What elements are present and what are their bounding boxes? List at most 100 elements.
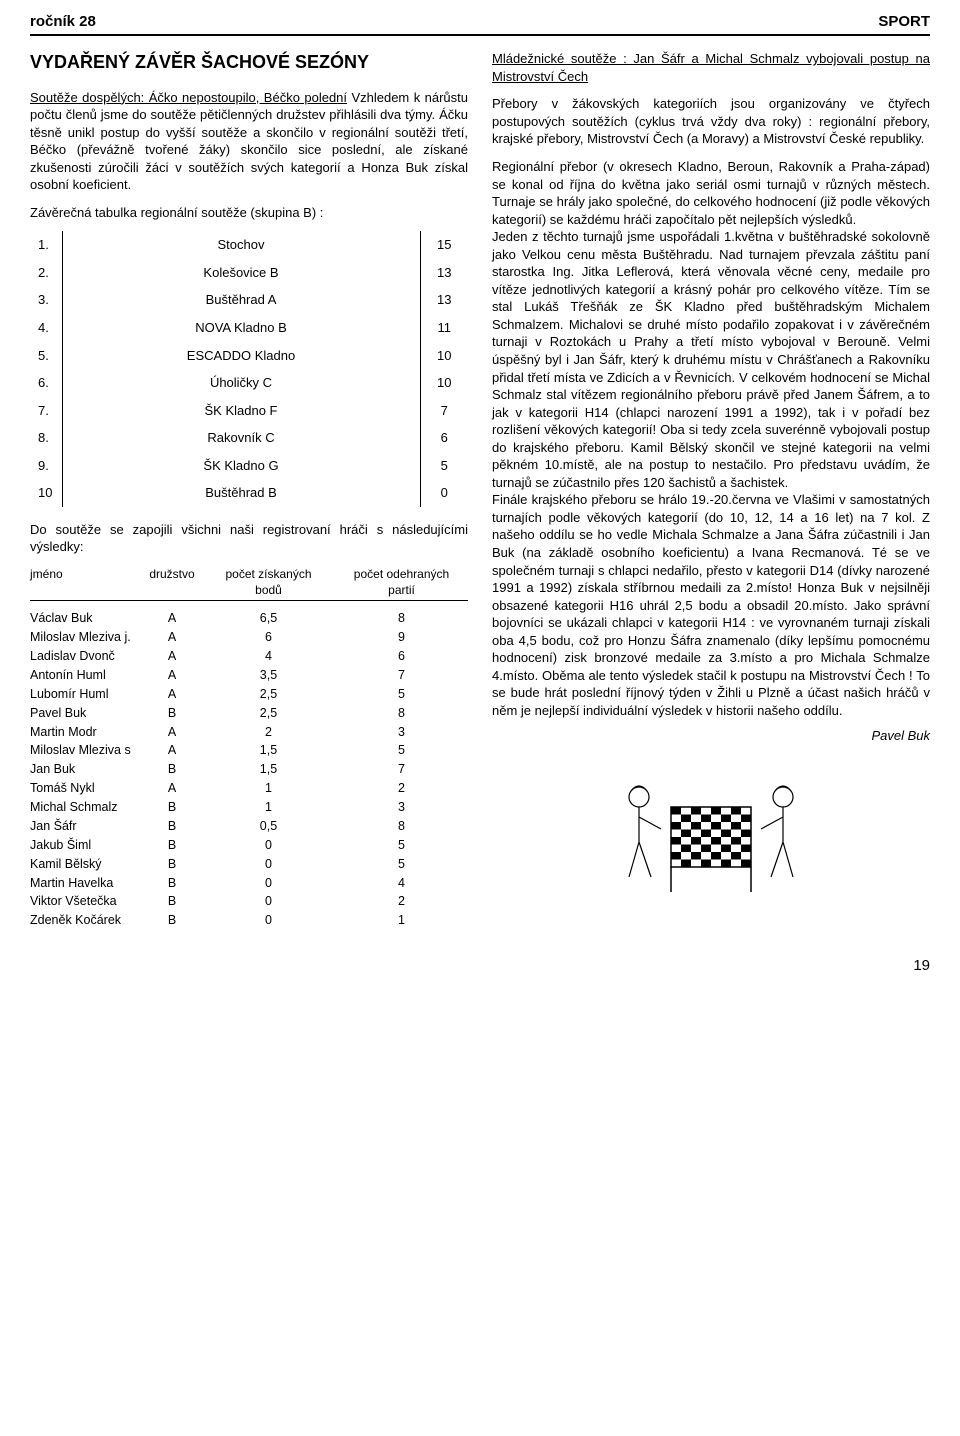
table-row: 3.Buštěhrad A13 <box>30 286 468 314</box>
player-games: 8 <box>335 705 468 722</box>
player-team: A <box>142 667 202 684</box>
results-row: Jan ŠáfrB0,58 <box>30 817 468 836</box>
table-row: 9.ŠK Kladno G5 <box>30 452 468 480</box>
player-games: 8 <box>335 818 468 835</box>
player-games: 9 <box>335 629 468 646</box>
results-row: Viktor VšetečkaB02 <box>30 892 468 911</box>
player-points: 2 <box>202 724 335 741</box>
player-points: 2,5 <box>202 686 335 703</box>
results-row: Miloslav Mleziva sA1,55 <box>30 741 468 760</box>
player-team: B <box>142 705 202 722</box>
team-cell: ESCADDO Kladno <box>62 342 420 370</box>
player-points: 3,5 <box>202 667 335 684</box>
team-cell: ŠK Kladno F <box>62 397 420 425</box>
player-points: 4 <box>202 648 335 665</box>
pts-cell: 15 <box>420 231 468 259</box>
header-left: ročník 28 <box>30 12 96 32</box>
player-team: A <box>142 610 202 627</box>
page-number: 19 <box>30 956 930 976</box>
table-row: 7.ŠK Kladno F7 <box>30 397 468 425</box>
player-team: B <box>142 837 202 854</box>
player-games: 5 <box>335 837 468 854</box>
pts-cell: 13 <box>420 286 468 314</box>
player-games: 2 <box>335 780 468 797</box>
pos-cell: 10 <box>30 479 62 507</box>
standings-table: 1.Stochov152.Kolešovice B133.Buštěhrad A… <box>30 231 468 506</box>
player-team: A <box>142 742 202 759</box>
pos-cell: 7. <box>30 397 62 425</box>
player-name: Miloslav Mleziva s <box>30 742 142 759</box>
player-team: A <box>142 686 202 703</box>
player-games: 1 <box>335 912 468 929</box>
player-games: 4 <box>335 875 468 892</box>
player-name: Viktor Všetečka <box>30 893 142 910</box>
player-team: B <box>142 912 202 929</box>
player-points: 0 <box>202 837 335 854</box>
rh-team: družstvo <box>142 566 202 598</box>
player-points: 0 <box>202 856 335 873</box>
player-points: 2,5 <box>202 705 335 722</box>
player-points: 0,5 <box>202 818 335 835</box>
pos-cell: 1. <box>30 231 62 259</box>
results-row: Jakub ŠimlB05 <box>30 836 468 855</box>
table-row: 5.ESCADDO Kladno10 <box>30 342 468 370</box>
player-name: Martin Modr <box>30 724 142 741</box>
player-points: 1 <box>202 780 335 797</box>
table-intro: Závěrečná tabulka regionální soutěže (sk… <box>30 204 468 222</box>
results-row: Miloslav Mleziva j.A69 <box>30 628 468 647</box>
pts-cell: 7 <box>420 397 468 425</box>
results-intro: Do soutěže se zapojili všichni naši regi… <box>30 521 468 556</box>
player-name: Tomáš Nykl <box>30 780 142 797</box>
results-row: Antonín HumlA3,57 <box>30 666 468 685</box>
player-points: 6 <box>202 629 335 646</box>
team-cell: Stochov <box>62 231 420 259</box>
article-title: VYDAŘENÝ ZÁVĚR ŠACHOVÉ SEZÓNY <box>30 50 468 74</box>
table-row: 6.Úholičky C10 <box>30 369 468 397</box>
pts-cell: 0 <box>420 479 468 507</box>
pts-cell: 6 <box>420 424 468 452</box>
player-name: Antonín Huml <box>30 667 142 684</box>
player-games: 7 <box>335 667 468 684</box>
player-name: Zdeněk Kočárek <box>30 912 142 929</box>
results-row: Václav BukA6,58 <box>30 609 468 628</box>
results-list: Václav BukA6,58Miloslav Mleziva j.A69Lad… <box>30 609 468 930</box>
results-row: Kamil BělskýB05 <box>30 855 468 874</box>
page-header: ročník 28 SPORT <box>30 12 930 36</box>
table-row: 8.Rakovník C6 <box>30 424 468 452</box>
player-games: 8 <box>335 610 468 627</box>
player-name: Miloslav Mleziva j. <box>30 629 142 646</box>
player-games: 7 <box>335 761 468 778</box>
player-team: B <box>142 856 202 873</box>
results-header: jméno družstvo počet získaných bodů poče… <box>30 566 468 601</box>
intro-underline: Soutěže dospělých: Áčko nepostoupilo, Bé… <box>30 90 347 105</box>
player-team: B <box>142 799 202 816</box>
left-column: VYDAŘENÝ ZÁVĚR ŠACHOVÉ SEZÓNY Soutěže do… <box>30 50 468 930</box>
pts-cell: 10 <box>420 369 468 397</box>
pos-cell: 6. <box>30 369 62 397</box>
team-cell: Buštěhrad A <box>62 286 420 314</box>
results-row: Martin ModrA23 <box>30 723 468 742</box>
rh-points: počet získaných bodů <box>202 566 335 598</box>
header-right: SPORT <box>878 12 930 32</box>
results-row: Michal SchmalzB13 <box>30 798 468 817</box>
results-row: Zdeněk KočárekB01 <box>30 911 468 930</box>
player-team: B <box>142 761 202 778</box>
player-name: Martin Havelka <box>30 875 142 892</box>
player-name: Pavel Buk <box>30 705 142 722</box>
right-column: Mládežnické soutěže : Jan Šáfr a Michal … <box>492 50 930 930</box>
player-points: 0 <box>202 912 335 929</box>
table-row: 2.Kolešovice B13 <box>30 259 468 287</box>
player-games: 5 <box>335 686 468 703</box>
player-name: Michal Schmalz <box>30 799 142 816</box>
right-para2: Regionální přebor (v okresech Kladno, Be… <box>492 158 930 228</box>
player-team: B <box>142 875 202 892</box>
pos-cell: 3. <box>30 286 62 314</box>
pos-cell: 2. <box>30 259 62 287</box>
table-row: 1.Stochov15 <box>30 231 468 259</box>
player-name: Kamil Bělský <box>30 856 142 873</box>
player-games: 5 <box>335 742 468 759</box>
results-row: Pavel BukB2,58 <box>30 704 468 723</box>
player-games: 6 <box>335 648 468 665</box>
player-name: Jan Buk <box>30 761 142 778</box>
player-name: Jan Šáfr <box>30 818 142 835</box>
